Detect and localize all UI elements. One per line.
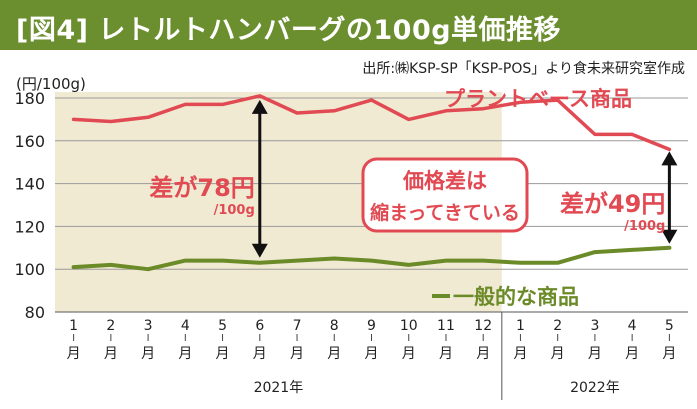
diff-label-2021: 差が78円 (149, 174, 254, 202)
diff-arrow-2022-head-down (661, 229, 678, 244)
diff-arrow-2021-head-down (251, 243, 268, 258)
x-tick-label: 月 (104, 346, 118, 362)
series-line-general (71, 245, 672, 272)
x-tick-label: 月 (625, 346, 639, 362)
x-tick-label: 3 (590, 318, 599, 334)
x-tick-label: 月 (551, 346, 565, 362)
x-tick-label: 9 (367, 318, 376, 334)
y-axis-unit: (円/100g) (16, 75, 86, 93)
x-tick-label: 月 (178, 346, 192, 362)
x-tick-label: 11 (437, 318, 455, 334)
x-tick-label: 6 (255, 318, 264, 334)
x-tick-label: 8 (330, 318, 339, 334)
diff-arrow-2021-head-up (251, 99, 268, 114)
callout-box (361, 157, 529, 233)
x-tick-label: 月 (513, 346, 527, 362)
x-tick-label: 1 (516, 318, 525, 334)
x-tick-label: 1 (69, 318, 78, 334)
title-bar: [図4] レトルトハンバーグの100g単価推移 (0, 0, 697, 50)
x-tick-label: 月 (662, 346, 676, 362)
x-tick-label: 月 (141, 346, 155, 362)
series-line-plant-based (71, 94, 672, 152)
x-tick-label: 月 (216, 346, 230, 362)
x-tick-label: 7 (293, 318, 302, 334)
y-tick-label: 120 (14, 217, 45, 236)
callout-line-1: 価格差は (402, 169, 487, 193)
x-tick-label: 4 (628, 318, 637, 334)
series-label-plant-based: プラントベース商品 (444, 87, 632, 111)
x-tick-label: 月 (439, 346, 453, 362)
year-label: 2021年 (254, 380, 304, 396)
chart-title: [図4] レトルトハンバーグの100g単価推移 (16, 15, 562, 46)
year-label: 2022年 (570, 380, 620, 396)
source-note: 出所:㈱KSP-SP「KSP-POS」より食未来研究室作成 (362, 61, 685, 77)
diff-label-2022: 差が49円 (560, 190, 665, 218)
x-tick-label: 4 (181, 318, 190, 334)
x-tick-label: 2 (106, 318, 115, 334)
x-tick-label: 月 (476, 346, 490, 362)
x-tick-label: 5 (218, 318, 227, 334)
x-tick-label: 月 (290, 346, 304, 362)
x-tick-label: 3 (144, 318, 153, 334)
y-tick-label: 140 (14, 175, 45, 194)
x-tick-label: 月 (365, 346, 379, 362)
x-tick-label: 月 (327, 346, 341, 362)
x-tick-label: 12 (474, 318, 492, 334)
callout-line-2: 縮まってきている (370, 201, 520, 224)
diff-unit-2022: /100g (624, 219, 665, 234)
y-tick-label: 80 (25, 303, 45, 322)
y-tick-label: 160 (14, 132, 45, 151)
x-tick-label: 月 (253, 346, 267, 362)
x-tick-label: 10 (400, 318, 418, 334)
diff-arrow-2022-head-up (661, 151, 678, 166)
y-tick-label: 180 (14, 89, 45, 108)
x-tick-label: 月 (588, 346, 602, 362)
x-tick-label: 5 (665, 318, 674, 334)
x-tick-label: 月 (402, 346, 416, 362)
x-tick-label: 2 (553, 318, 562, 334)
diff-unit-2021: /100g (214, 203, 255, 218)
series-label-general: 一般的な商品 (453, 285, 579, 309)
x-tick-label: 月 (67, 346, 81, 362)
y-tick-label: 100 (14, 260, 45, 279)
